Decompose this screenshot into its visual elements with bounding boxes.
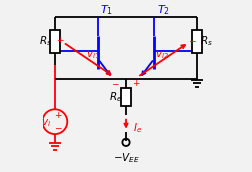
Text: $v_i$: $v_i$ [41,117,51,129]
Text: $v_{i2}$: $v_{i2}$ [155,50,169,61]
Text: $R_s$: $R_s$ [200,35,213,48]
Text: $T_1$: $T_1$ [100,3,113,17]
Text: $R_e$: $R_e$ [109,90,122,104]
Text: −: − [111,79,118,88]
Bar [121,88,131,106]
Text: −: − [188,36,196,45]
Text: +: + [54,111,62,120]
Text: +: + [56,36,64,45]
Bar [50,30,59,53]
Text: $T_2$: $T_2$ [158,3,170,17]
Text: $-V_{EE}$: $-V_{EE}$ [113,152,139,165]
Text: +: + [132,79,140,88]
Text: $I_e$: $I_e$ [133,121,142,135]
Bar [193,30,202,53]
Text: $R_s$: $R_s$ [39,35,52,48]
Text: $v_{i1}$: $v_{i1}$ [86,50,100,61]
Text: −: − [54,123,62,132]
